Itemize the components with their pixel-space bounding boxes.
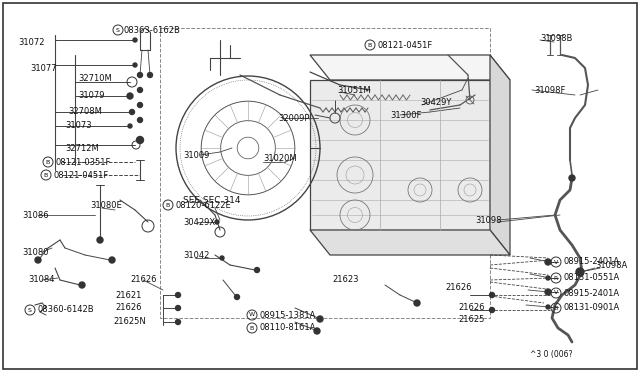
Text: 32712M: 32712M [65, 144, 99, 153]
Text: 31079: 31079 [78, 90, 104, 99]
Text: 08131-0901A: 08131-0901A [563, 304, 620, 312]
Circle shape [109, 257, 115, 263]
Circle shape [147, 73, 152, 77]
Text: 31086: 31086 [22, 211, 49, 219]
Circle shape [546, 305, 550, 309]
Text: 21623: 21623 [332, 276, 358, 285]
Polygon shape [310, 230, 510, 255]
Text: 31051M: 31051M [337, 86, 371, 94]
Circle shape [79, 282, 85, 288]
Text: 21626: 21626 [458, 304, 484, 312]
Circle shape [569, 175, 575, 181]
Polygon shape [310, 55, 510, 80]
Circle shape [314, 328, 320, 334]
Text: 08110-8161A: 08110-8161A [259, 324, 316, 333]
Text: R: R [554, 276, 558, 280]
Text: 21625N: 21625N [113, 317, 146, 327]
Circle shape [234, 295, 239, 299]
Polygon shape [310, 80, 490, 230]
Text: 32710M: 32710M [78, 74, 112, 83]
Text: 31300F: 31300F [390, 110, 421, 119]
Text: 08363-6162B: 08363-6162B [124, 26, 181, 35]
Text: 31073: 31073 [65, 121, 92, 129]
Circle shape [136, 137, 143, 144]
Text: 21621: 21621 [115, 291, 141, 299]
Text: SEE SEC.314: SEE SEC.314 [183, 196, 241, 205]
Circle shape [255, 267, 259, 273]
Text: 21626: 21626 [445, 283, 472, 292]
Text: 08131-0551A: 08131-0551A [563, 273, 620, 282]
Circle shape [545, 289, 551, 295]
Text: 31042: 31042 [183, 250, 209, 260]
Circle shape [128, 124, 132, 128]
Circle shape [175, 320, 180, 324]
Text: 08915-1381A: 08915-1381A [259, 311, 316, 320]
Circle shape [546, 276, 550, 280]
Text: B: B [44, 173, 48, 177]
Circle shape [490, 292, 495, 298]
Text: ^3 0 (006?: ^3 0 (006? [530, 350, 573, 359]
Text: 21625: 21625 [458, 315, 484, 324]
Circle shape [414, 300, 420, 306]
Circle shape [138, 87, 143, 93]
Text: S: S [116, 28, 120, 32]
Circle shape [490, 308, 495, 312]
Text: 08360-6142B: 08360-6142B [37, 305, 93, 314]
Text: 31084: 31084 [28, 276, 54, 285]
Circle shape [127, 93, 133, 99]
Text: 31077: 31077 [30, 64, 56, 73]
Text: B: B [368, 42, 372, 48]
Text: 30429X: 30429X [183, 218, 215, 227]
Text: 32708M: 32708M [68, 106, 102, 115]
Text: 31020M: 31020M [263, 154, 296, 163]
Circle shape [175, 292, 180, 298]
Text: 08121-0351F: 08121-0351F [55, 157, 110, 167]
Circle shape [545, 259, 551, 265]
Text: 31098A: 31098A [595, 260, 627, 269]
Circle shape [215, 220, 219, 224]
Text: V: V [554, 260, 558, 264]
Text: 31098B: 31098B [540, 33, 572, 42]
Text: 08915-2401A: 08915-2401A [563, 289, 619, 298]
Text: B: B [46, 160, 50, 164]
Circle shape [175, 305, 180, 311]
Circle shape [220, 256, 224, 260]
Polygon shape [490, 55, 510, 255]
Text: 31009: 31009 [183, 151, 209, 160]
Text: W: W [249, 312, 255, 317]
Text: 21626: 21626 [130, 276, 157, 285]
Text: 30429Y: 30429Y [420, 97, 451, 106]
Text: 31072: 31072 [18, 38, 45, 46]
Text: 08915-2401A: 08915-2401A [563, 257, 619, 266]
Circle shape [576, 268, 584, 276]
Circle shape [129, 109, 134, 115]
Text: 08121-0451F: 08121-0451F [377, 41, 432, 49]
Text: 08120-6122E: 08120-6122E [175, 201, 231, 209]
Text: 31080E: 31080E [90, 201, 122, 209]
Circle shape [138, 118, 143, 122]
Circle shape [97, 237, 103, 243]
Text: B: B [554, 305, 558, 311]
Text: 31098: 31098 [475, 215, 502, 224]
Text: 21626: 21626 [115, 304, 141, 312]
Circle shape [35, 257, 41, 263]
Circle shape [138, 73, 143, 77]
Text: B: B [250, 326, 254, 330]
Text: 32009P: 32009P [278, 113, 310, 122]
Circle shape [138, 103, 143, 108]
Text: S: S [28, 308, 32, 312]
Text: 31080: 31080 [22, 247, 49, 257]
Text: V: V [554, 291, 558, 295]
Text: 08121-0451F: 08121-0451F [53, 170, 108, 180]
Circle shape [317, 316, 323, 322]
Text: 31098F: 31098F [534, 86, 565, 94]
Circle shape [133, 63, 137, 67]
Circle shape [133, 38, 137, 42]
Text: B: B [166, 202, 170, 208]
Bar [160, 28, 490, 318]
